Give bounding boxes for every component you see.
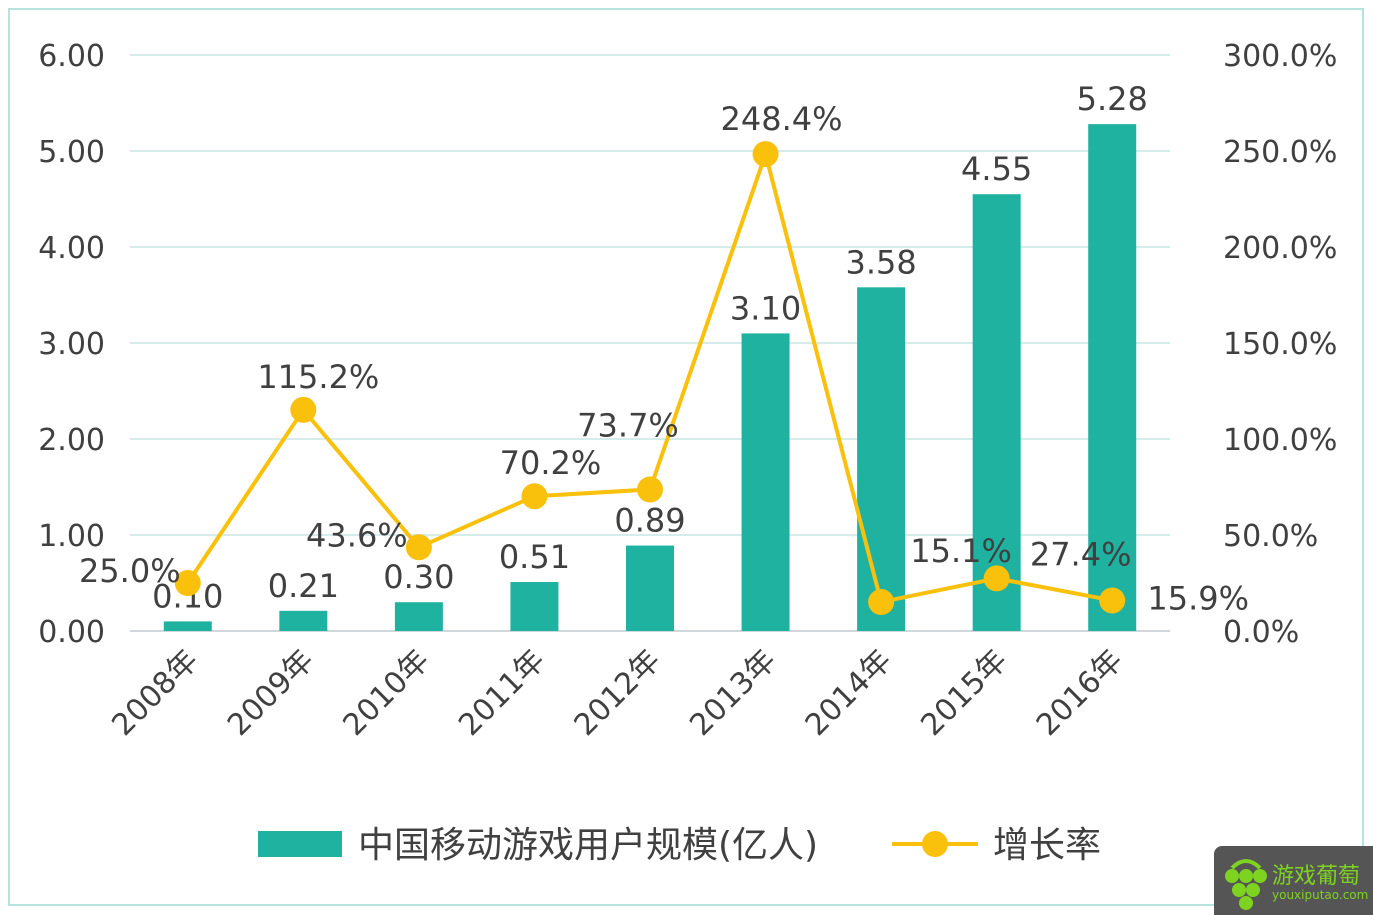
legend-bar-swatch xyxy=(258,831,342,857)
left-tick-label: 3.00 xyxy=(38,327,105,362)
bar xyxy=(510,582,559,631)
bar-label: 0.30 xyxy=(383,558,454,596)
x-tick-label: 2008年 xyxy=(105,643,205,743)
growth-point xyxy=(637,476,663,503)
growth-label: 115.2% xyxy=(257,358,379,396)
bar-label: 0.51 xyxy=(499,538,570,576)
growth-point xyxy=(868,589,895,616)
growth-point xyxy=(752,141,779,168)
x-tick-label: 2013年 xyxy=(683,643,783,743)
right-tick-label: 100.0% xyxy=(1223,423,1337,458)
bar-label: 3.10 xyxy=(730,289,801,327)
growth-point xyxy=(1099,587,1126,614)
right-tick-label: 300.0% xyxy=(1223,39,1337,74)
growth-label: 15.9% xyxy=(1147,579,1249,617)
x-tick-label: 2009年 xyxy=(221,643,321,743)
x-tick-label: 2015年 xyxy=(914,643,1014,743)
left-tick-label: 6.00 xyxy=(38,39,105,74)
watermark-domain: youxiputao.com xyxy=(1272,888,1369,902)
left-tick-label: 1.00 xyxy=(38,519,105,554)
bar xyxy=(163,621,212,631)
chart-frame xyxy=(8,8,1364,906)
x-tick-label: 2010年 xyxy=(337,643,437,743)
growth-label: 43.6% xyxy=(306,516,408,554)
bar xyxy=(857,287,906,631)
right-tick-label: 50.0% xyxy=(1223,519,1318,554)
watermark-logo: 游戏葡萄 youxiputao.com xyxy=(1214,846,1373,915)
growth-point xyxy=(174,570,201,596)
growth-point xyxy=(983,565,1010,592)
left-tick-label: 4.00 xyxy=(38,231,105,266)
legend-line-marker xyxy=(922,831,948,857)
bar-label: 3.58 xyxy=(845,243,916,281)
growth-label: 27.4% xyxy=(1030,535,1132,573)
x-tick-label: 2016年 xyxy=(1030,643,1130,743)
x-tick-label: 2014年 xyxy=(799,643,899,743)
x-tick-label: 2011年 xyxy=(452,643,552,743)
bar-label: 0.89 xyxy=(614,502,685,540)
watermark-name: 游戏葡萄 xyxy=(1272,864,1361,889)
bar xyxy=(741,333,790,631)
right-tick-label: 0.0% xyxy=(1223,615,1299,650)
growth-label: 70.2% xyxy=(500,444,602,482)
bar xyxy=(972,194,1021,631)
left-tick-label: 2.00 xyxy=(38,423,105,458)
growth-label: 248.4% xyxy=(721,100,843,138)
growth-point xyxy=(405,534,432,561)
bar-label: 0.21 xyxy=(268,567,339,605)
growth-point xyxy=(290,396,317,423)
x-tick-label: 2012年 xyxy=(568,643,668,743)
growth-label: 73.7% xyxy=(577,406,679,444)
right-tick-label: 250.0% xyxy=(1223,135,1337,170)
bar xyxy=(626,545,674,631)
bar xyxy=(1088,124,1137,632)
left-tick-label: 0.00 xyxy=(38,615,105,650)
growth-point xyxy=(521,483,548,510)
legend-bar-label: 中国移动游戏用户规模(亿人) xyxy=(358,825,818,866)
growth-label: 15.1% xyxy=(910,532,1012,570)
right-tick-label: 200.0% xyxy=(1223,231,1337,266)
bar-label: 5.28 xyxy=(1077,80,1148,118)
grape-icon xyxy=(1225,859,1267,910)
bar-label: 4.55 xyxy=(961,150,1032,188)
legend-line-label: 增长率 xyxy=(993,825,1101,866)
right-tick-label: 150.0% xyxy=(1223,327,1337,362)
left-tick-label: 5.00 xyxy=(38,135,105,170)
bar xyxy=(279,610,328,631)
growth-label: 25.0% xyxy=(79,552,181,590)
bar xyxy=(394,602,443,631)
